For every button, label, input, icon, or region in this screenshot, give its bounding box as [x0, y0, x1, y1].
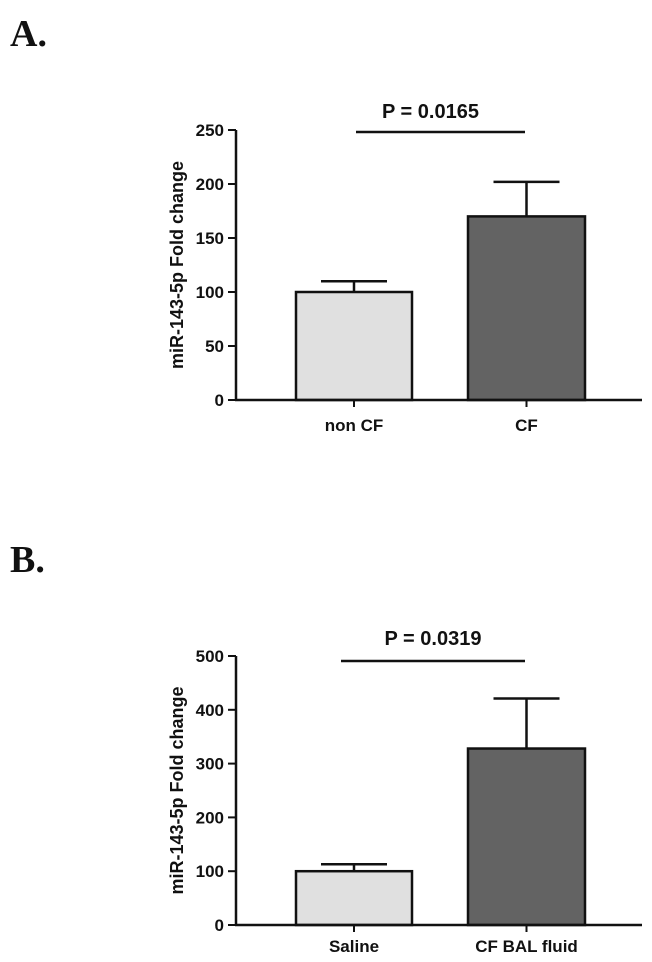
chart-a-bar-1 [466, 215, 587, 402]
chart-a-y-tick-label-1: 50 [205, 337, 224, 356]
panel-label-b: B. [10, 539, 45, 581]
chart-b-category-label-0: Saline [329, 937, 379, 956]
chart-b-y-tick-label-2: 200 [196, 808, 224, 827]
chart-a-bar-0 [294, 290, 414, 402]
chart-a-category-label-0: non CF [325, 416, 384, 435]
chart-b-y-axis-label: miR-143-5p Fold change [167, 686, 187, 894]
chart-b-bar-1 [466, 747, 587, 927]
chart-a-p-value: P = 0.0165 [382, 101, 479, 123]
chart-b-p-value: P = 0.0319 [385, 628, 482, 650]
chart-b-category-label-1: CF BAL fluid [475, 937, 578, 956]
chart-a-y-tick-label-4: 200 [196, 175, 224, 194]
chart-b-bar-0 [294, 869, 414, 927]
chart-b-y-tick-label-4: 400 [196, 701, 224, 720]
chart-a-y-tick-label-2: 100 [196, 283, 224, 302]
chart-b-y-tick-label-1: 100 [196, 862, 224, 881]
chart-b-y-tick-label-0: 0 [215, 916, 224, 935]
chart-b-y-tick-label-5: 500 [196, 647, 224, 666]
chart-a-category-label-1: CF [515, 416, 538, 435]
panel-label-a: A. [10, 13, 47, 55]
chart-b-y-tick-label-3: 300 [196, 755, 224, 774]
chart-a-y-tick-label-0: 0 [215, 391, 224, 410]
chart-a-y-tick-label-5: 250 [196, 121, 224, 140]
chart-a-y-axis-label: miR-143-5p Fold change [167, 161, 187, 369]
chart-a-y-tick-label-3: 150 [196, 229, 224, 248]
